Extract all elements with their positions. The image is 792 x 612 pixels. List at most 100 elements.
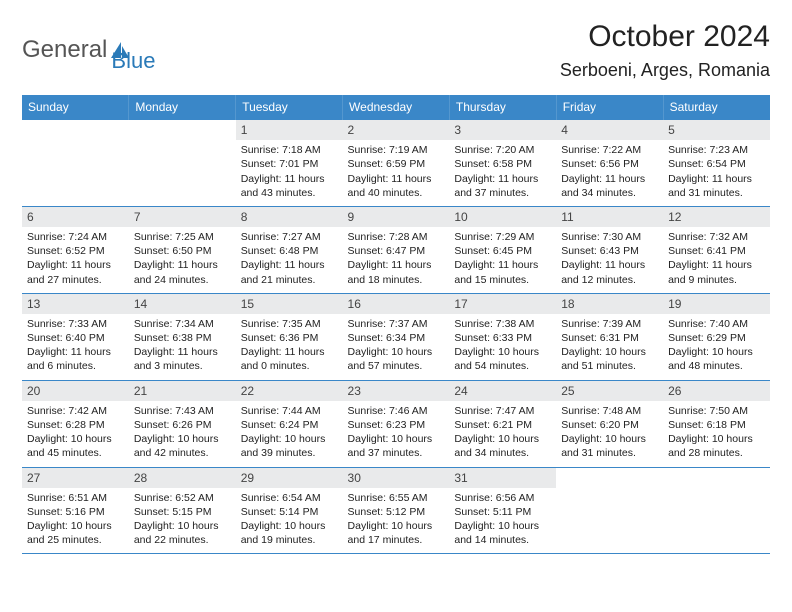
daylight-text: Daylight: 10 hours and 48 minutes. [668, 345, 765, 373]
sunset-text: Sunset: 6:36 PM [241, 331, 338, 345]
day-content: Sunrise: 6:52 AMSunset: 5:15 PMDaylight:… [129, 488, 236, 554]
calendar-cell: 27Sunrise: 6:51 AMSunset: 5:16 PMDayligh… [22, 467, 129, 554]
sunset-text: Sunset: 5:11 PM [454, 505, 551, 519]
daylight-text: Daylight: 10 hours and 39 minutes. [241, 432, 338, 460]
calendar-cell [129, 120, 236, 207]
weekday-header-row: Sunday Monday Tuesday Wednesday Thursday… [22, 95, 770, 120]
sunset-text: Sunset: 6:40 PM [27, 331, 124, 345]
sunrise-text: Sunrise: 7:23 AM [668, 143, 765, 157]
day-content: Sunrise: 7:37 AMSunset: 6:34 PMDaylight:… [343, 314, 450, 380]
calendar-cell: 29Sunrise: 6:54 AMSunset: 5:14 PMDayligh… [236, 467, 343, 554]
day-content: Sunrise: 7:47 AMSunset: 6:21 PMDaylight:… [449, 401, 556, 467]
title-block: October 2024 Serboeni, Arges, Romania [560, 20, 770, 81]
calendar-cell: 25Sunrise: 7:48 AMSunset: 6:20 PMDayligh… [556, 380, 663, 467]
sunrise-text: Sunrise: 7:30 AM [561, 230, 658, 244]
daylight-text: Daylight: 11 hours and 6 minutes. [27, 345, 124, 373]
day-content: Sunrise: 7:48 AMSunset: 6:20 PMDaylight:… [556, 401, 663, 467]
daylight-text: Daylight: 10 hours and 34 minutes. [454, 432, 551, 460]
day-number: 4 [556, 120, 663, 140]
day-content: Sunrise: 7:22 AMSunset: 6:56 PMDaylight:… [556, 140, 663, 206]
day-number: 3 [449, 120, 556, 140]
day-number: 9 [343, 207, 450, 227]
sunset-text: Sunset: 6:54 PM [668, 157, 765, 171]
day-number: 2 [343, 120, 450, 140]
calendar-cell [22, 120, 129, 207]
calendar-cell: 21Sunrise: 7:43 AMSunset: 6:26 PMDayligh… [129, 380, 236, 467]
day-number: 25 [556, 381, 663, 401]
calendar-cell: 30Sunrise: 6:55 AMSunset: 5:12 PMDayligh… [343, 467, 450, 554]
day-number: 5 [663, 120, 770, 140]
day-number: 16 [343, 294, 450, 314]
sunrise-text: Sunrise: 7:43 AM [134, 404, 231, 418]
day-content: Sunrise: 7:18 AMSunset: 7:01 PMDaylight:… [236, 140, 343, 206]
sunset-text: Sunset: 5:12 PM [348, 505, 445, 519]
calendar-table: Sunday Monday Tuesday Wednesday Thursday… [22, 95, 770, 554]
sunrise-text: Sunrise: 7:24 AM [27, 230, 124, 244]
calendar-week-row: 20Sunrise: 7:42 AMSunset: 6:28 PMDayligh… [22, 380, 770, 467]
sunset-text: Sunset: 6:50 PM [134, 244, 231, 258]
sunset-text: Sunset: 6:52 PM [27, 244, 124, 258]
sunset-text: Sunset: 6:24 PM [241, 418, 338, 432]
day-number: 19 [663, 294, 770, 314]
calendar-cell: 12Sunrise: 7:32 AMSunset: 6:41 PMDayligh… [663, 206, 770, 293]
calendar-cell: 17Sunrise: 7:38 AMSunset: 6:33 PMDayligh… [449, 293, 556, 380]
daylight-text: Daylight: 10 hours and 54 minutes. [454, 345, 551, 373]
weekday-mon: Monday [129, 95, 236, 120]
daylight-text: Daylight: 10 hours and 22 minutes. [134, 519, 231, 547]
sunrise-text: Sunrise: 7:40 AM [668, 317, 765, 331]
day-number: 1 [236, 120, 343, 140]
daylight-text: Daylight: 11 hours and 27 minutes. [27, 258, 124, 286]
calendar-cell: 13 Sunrise: 7:33 AMSunset: 6:40 PMDayligh… [22, 293, 129, 380]
sunrise-text: Sunrise: 6:54 AM [241, 491, 338, 505]
calendar-cell: 15Sunrise: 7:35 AMSunset: 6:36 PMDayligh… [236, 293, 343, 380]
sunset-text: Sunset: 5:15 PM [134, 505, 231, 519]
calendar-cell: 2Sunrise: 7:19 AMSunset: 6:59 PMDaylight… [343, 120, 450, 207]
header: General Blue October 2024 Serboeni, Arge… [22, 20, 770, 81]
day-content: Sunrise: 7:35 AMSunset: 6:36 PMDaylight:… [236, 314, 343, 380]
sunrise-text: Sunrise: 7:33 AM [27, 317, 124, 331]
sunrise-text: Sunrise: 6:56 AM [454, 491, 551, 505]
sunrise-text: Sunrise: 7:39 AM [561, 317, 658, 331]
day-content: Sunrise: 7:43 AMSunset: 6:26 PMDaylight:… [129, 401, 236, 467]
sunset-text: Sunset: 5:16 PM [27, 505, 124, 519]
weekday-thu: Thursday [449, 95, 556, 120]
day-number: 21 [129, 381, 236, 401]
daylight-text: Daylight: 10 hours and 42 minutes. [134, 432, 231, 460]
sunrise-text: Sunrise: 7:42 AM [27, 404, 124, 418]
calendar-cell: 28Sunrise: 6:52 AMSunset: 5:15 PMDayligh… [129, 467, 236, 554]
weekday-fri: Friday [556, 95, 663, 120]
day-content: Sunrise: 6:55 AMSunset: 5:12 PMDaylight:… [343, 488, 450, 554]
daylight-text: Daylight: 10 hours and 51 minutes. [561, 345, 658, 373]
calendar-cell: 14Sunrise: 7:34 AMSunset: 6:38 PMDayligh… [129, 293, 236, 380]
calendar-cell [663, 467, 770, 554]
daylight-text: Daylight: 11 hours and 34 minutes. [561, 172, 658, 200]
calendar-week-row: 1Sunrise: 7:18 AMSunset: 7:01 PMDaylight… [22, 120, 770, 207]
daylight-text: Daylight: 11 hours and 3 minutes. [134, 345, 231, 373]
calendar-cell [556, 467, 663, 554]
daylight-text: Daylight: 10 hours and 25 minutes. [27, 519, 124, 547]
day-number: 30 [343, 468, 450, 488]
sunrise-text: Sunrise: 6:51 AM [27, 491, 124, 505]
sunset-text: Sunset: 6:41 PM [668, 244, 765, 258]
day-number: 13 [22, 294, 129, 314]
daylight-text: Daylight: 10 hours and 14 minutes. [454, 519, 551, 547]
day-content: Sunrise: 7:28 AMSunset: 6:47 PMDaylight:… [343, 227, 450, 293]
sunrise-text: Sunrise: 7:29 AM [454, 230, 551, 244]
day-number: 8 [236, 207, 343, 227]
sunrise-text: Sunrise: 7:47 AM [454, 404, 551, 418]
sunset-text: Sunset: 5:14 PM [241, 505, 338, 519]
weekday-tue: Tuesday [236, 95, 343, 120]
calendar-cell: 31Sunrise: 6:56 AMSunset: 5:11 PMDayligh… [449, 467, 556, 554]
sunset-text: Sunset: 6:43 PM [561, 244, 658, 258]
day-content: Sunrise: 7:32 AMSunset: 6:41 PMDaylight:… [663, 227, 770, 293]
day-content: Sunrise: 7:25 AMSunset: 6:50 PMDaylight:… [129, 227, 236, 293]
sunset-text: Sunset: 6:20 PM [561, 418, 658, 432]
day-number: 24 [449, 381, 556, 401]
sunset-text: Sunset: 6:59 PM [348, 157, 445, 171]
calendar-cell: 10Sunrise: 7:29 AMSunset: 6:45 PMDayligh… [449, 206, 556, 293]
day-number: 22 [236, 381, 343, 401]
day-content: Sunrise: 6:56 AMSunset: 5:11 PMDaylight:… [449, 488, 556, 554]
logo: General Blue [22, 20, 155, 74]
calendar-cell: 9Sunrise: 7:28 AMSunset: 6:47 PMDaylight… [343, 206, 450, 293]
day-number: 14 [129, 294, 236, 314]
